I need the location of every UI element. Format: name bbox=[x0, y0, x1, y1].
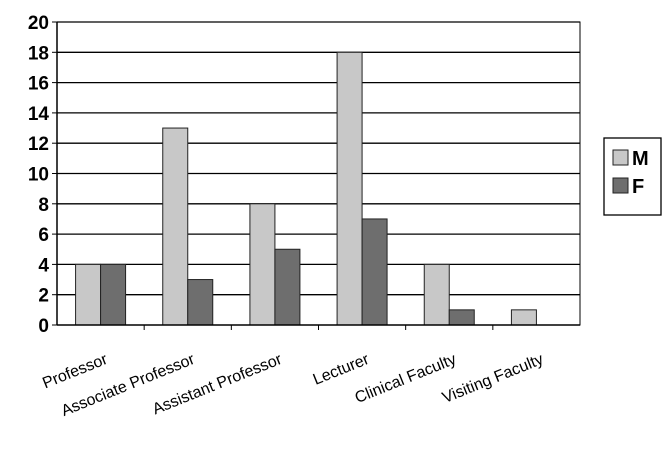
legend: MF bbox=[603, 137, 662, 216]
y-tick-label: 18 bbox=[28, 43, 49, 64]
bar-m-professor bbox=[75, 263, 102, 326]
bar-m-visiting-faculty bbox=[510, 309, 537, 326]
gridlines bbox=[56, 21, 581, 326]
y-tick-label: 4 bbox=[38, 255, 49, 276]
y-tick-label: 0 bbox=[38, 316, 49, 337]
y-axis-tick-labels: 0 2 4 6 8 10 12 14 16 18 20 bbox=[28, 13, 50, 337]
legend-swatch-m bbox=[612, 149, 629, 166]
y-tick-label: 12 bbox=[28, 134, 49, 155]
y-tick-label: 8 bbox=[38, 195, 49, 216]
axes bbox=[52, 21, 580, 330]
bar-f-professor bbox=[100, 263, 127, 326]
bar-f-associate-professor bbox=[187, 279, 214, 326]
legend-label-m: M bbox=[632, 148, 649, 170]
bar-f-assistant-professor bbox=[274, 248, 301, 326]
bar-f-clinical-faculty bbox=[448, 309, 475, 326]
x-category-label: Lecturer bbox=[311, 351, 372, 389]
bar-m-assistant-professor bbox=[249, 203, 276, 326]
y-tick-label: 6 bbox=[38, 225, 49, 246]
x-category-label: Professor bbox=[40, 351, 110, 393]
x-category-label: Visiting Faculty bbox=[440, 351, 546, 407]
bar-m-lecturer bbox=[336, 51, 363, 326]
y-tick-label: 14 bbox=[28, 104, 50, 125]
y-tick-label: 16 bbox=[28, 74, 49, 95]
bar-f-lecturer bbox=[361, 218, 388, 326]
legend-swatch-f bbox=[612, 177, 629, 194]
bar-m-clinical-faculty bbox=[423, 263, 450, 326]
legend-label-f: F bbox=[632, 176, 644, 198]
y-tick-label: 20 bbox=[28, 13, 49, 34]
y-tick-label: 2 bbox=[38, 286, 49, 307]
bar-m-associate-professor bbox=[162, 127, 189, 326]
y-tick-label: 10 bbox=[28, 165, 49, 186]
